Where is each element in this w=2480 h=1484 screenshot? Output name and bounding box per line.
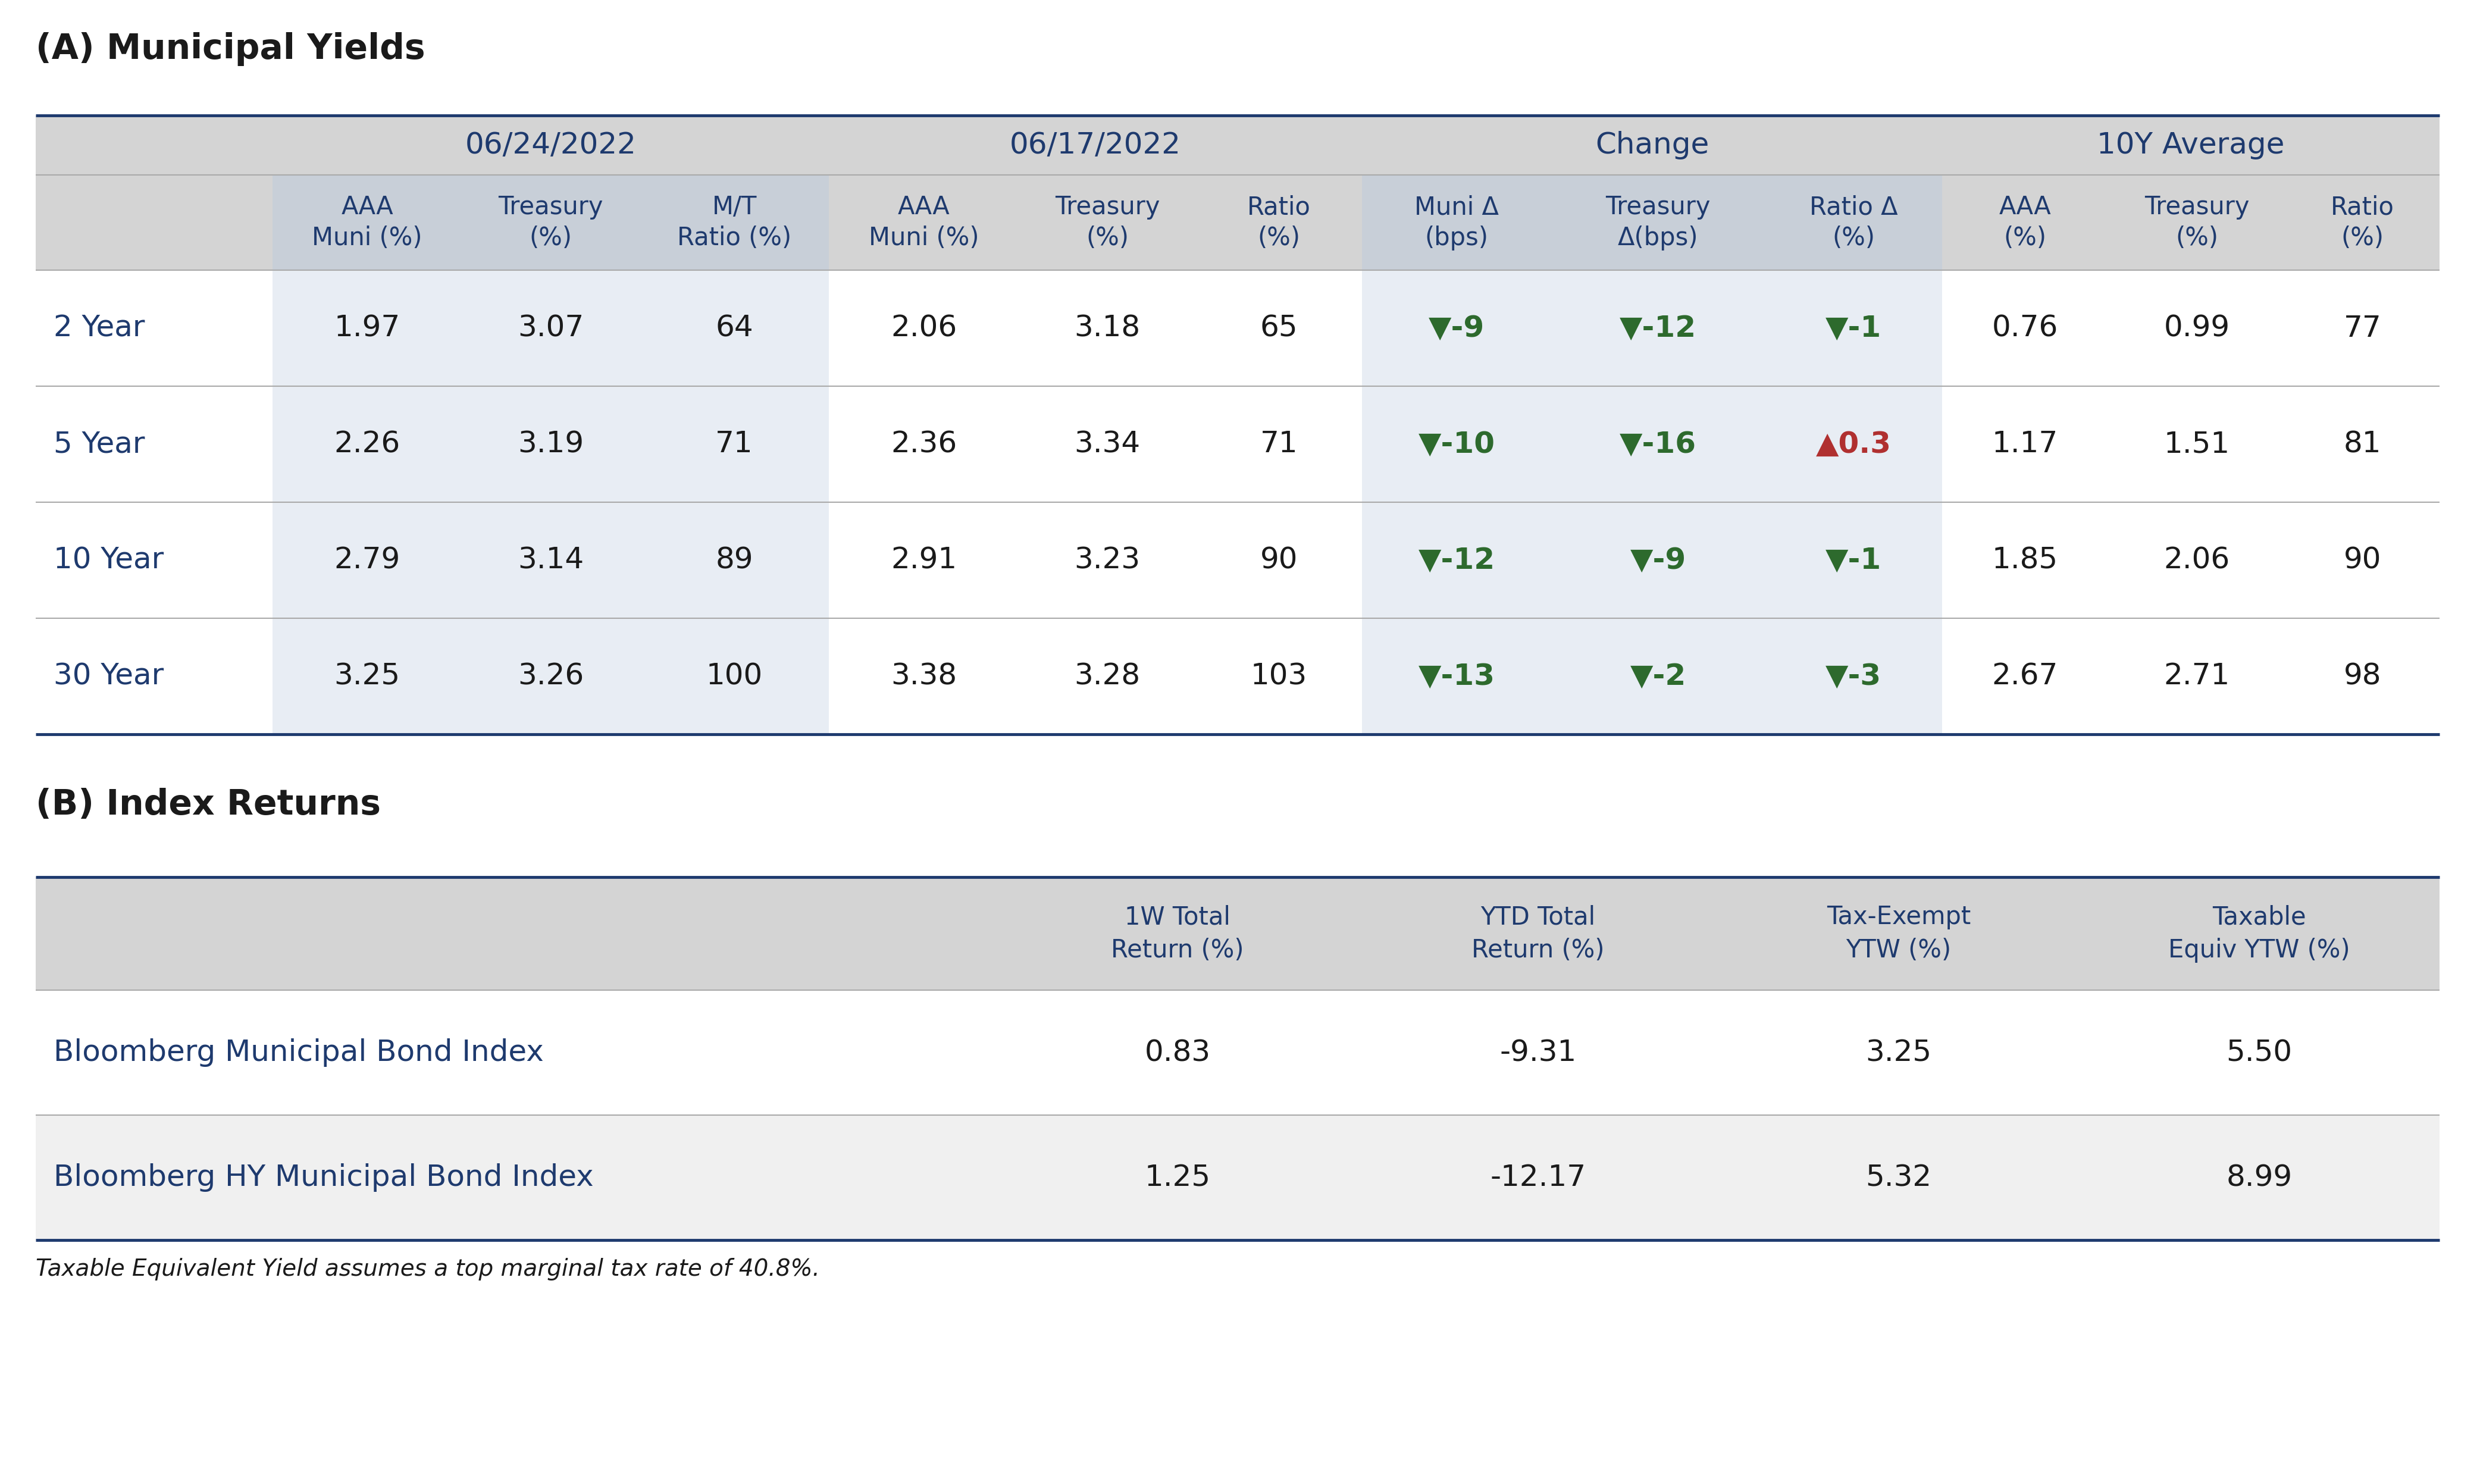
Text: 77: 77 — [2344, 315, 2381, 343]
Bar — [1362, 175, 1942, 270]
Text: 3.25: 3.25 — [335, 662, 399, 690]
Text: 3.14: 3.14 — [518, 546, 583, 574]
Text: M/T
Ratio (%): M/T Ratio (%) — [677, 194, 791, 251]
Text: ▲0.3: ▲0.3 — [1815, 430, 1892, 459]
Text: 100: 100 — [707, 662, 764, 690]
Text: ▼-16: ▼-16 — [1619, 430, 1696, 459]
Text: 3.19: 3.19 — [518, 430, 583, 459]
Text: 10 Year: 10 Year — [55, 546, 164, 574]
Text: 2.71: 2.71 — [2163, 662, 2230, 690]
Text: 3.07: 3.07 — [518, 315, 583, 343]
Text: 2.06: 2.06 — [2163, 546, 2230, 574]
Text: 0.76: 0.76 — [1991, 315, 2058, 343]
Text: 30 Year: 30 Year — [55, 662, 164, 690]
Text: 2.79: 2.79 — [335, 546, 399, 574]
Text: 2.06: 2.06 — [890, 315, 957, 343]
Text: Bloomberg Municipal Bond Index: Bloomberg Municipal Bond Index — [55, 1039, 543, 1067]
Bar — [273, 175, 828, 270]
Text: 5.32: 5.32 — [1865, 1163, 1932, 1192]
Text: 1W Total
Return (%): 1W Total Return (%) — [1111, 905, 1245, 963]
Text: 3.18: 3.18 — [1074, 315, 1141, 343]
Text: 90: 90 — [1260, 546, 1297, 574]
Text: ▼-12: ▼-12 — [1619, 315, 1696, 343]
Text: 1.17: 1.17 — [1991, 430, 2058, 459]
Text: 1.51: 1.51 — [2163, 430, 2230, 459]
Text: Taxable Equivalent Yield assumes a top marginal tax rate of 40.8%.: Taxable Equivalent Yield assumes a top m… — [35, 1258, 821, 1281]
Text: 71: 71 — [714, 430, 754, 459]
Bar — [273, 175, 828, 735]
Text: Ratio
(%): Ratio (%) — [1247, 194, 1312, 251]
Bar — [35, 116, 2440, 270]
Text: 89: 89 — [714, 546, 754, 574]
Text: 5 Year: 5 Year — [55, 430, 144, 459]
Text: 3.26: 3.26 — [518, 662, 583, 690]
Text: ▼-1: ▼-1 — [1825, 315, 1882, 343]
Text: ▼-3: ▼-3 — [1825, 662, 1882, 690]
Text: AAA
Muni (%): AAA Muni (%) — [868, 194, 980, 251]
Text: 0.83: 0.83 — [1143, 1039, 1210, 1067]
Text: Treasury
(%): Treasury (%) — [1054, 194, 1161, 251]
Text: Treasury
(%): Treasury (%) — [2145, 194, 2249, 251]
Text: 3.25: 3.25 — [1865, 1039, 1932, 1067]
Text: ▼-12: ▼-12 — [1419, 546, 1495, 574]
Text: 1.97: 1.97 — [335, 315, 399, 343]
Text: AAA
(%): AAA (%) — [1999, 194, 2051, 251]
Text: 2.26: 2.26 — [335, 430, 399, 459]
Bar — [35, 877, 2440, 990]
Text: ▼-9: ▼-9 — [1428, 315, 1486, 343]
Bar — [1362, 175, 1942, 735]
Text: (A) Municipal Yields: (A) Municipal Yields — [35, 33, 424, 67]
Text: 3.23: 3.23 — [1074, 546, 1141, 574]
Text: 3.34: 3.34 — [1074, 430, 1141, 459]
Text: 1.85: 1.85 — [1991, 546, 2058, 574]
Text: 10Y Average: 10Y Average — [2098, 131, 2284, 159]
Text: ▼-1: ▼-1 — [1825, 546, 1882, 574]
Text: ▼-2: ▼-2 — [1629, 662, 1686, 690]
Text: 90: 90 — [2344, 546, 2381, 574]
Text: 06/24/2022: 06/24/2022 — [466, 131, 637, 159]
Text: 06/17/2022: 06/17/2022 — [1009, 131, 1180, 159]
Text: 3.38: 3.38 — [890, 662, 957, 690]
Text: Muni Δ
(bps): Muni Δ (bps) — [1414, 194, 1498, 251]
Text: (B) Index Returns: (B) Index Returns — [35, 788, 382, 822]
Text: 98: 98 — [2344, 662, 2381, 690]
Bar — [35, 1114, 2440, 1241]
Text: Change: Change — [1595, 131, 1709, 159]
Text: 2.67: 2.67 — [1991, 662, 2058, 690]
Bar — [35, 990, 2440, 1114]
Text: 64: 64 — [714, 315, 754, 343]
Text: Taxable
Equiv YTW (%): Taxable Equiv YTW (%) — [2168, 905, 2351, 963]
Text: ▼-13: ▼-13 — [1419, 662, 1495, 690]
Text: 5.50: 5.50 — [2227, 1039, 2292, 1067]
Text: Tax-Exempt
YTW (%): Tax-Exempt YTW (%) — [1828, 905, 1972, 963]
Text: YTD Total
Return (%): YTD Total Return (%) — [1471, 905, 1605, 963]
Text: 8.99: 8.99 — [2227, 1163, 2292, 1192]
Text: -9.31: -9.31 — [1500, 1039, 1577, 1067]
Text: ▼-9: ▼-9 — [1629, 546, 1686, 574]
Text: -12.17: -12.17 — [1490, 1163, 1587, 1192]
Text: 2 Year: 2 Year — [55, 315, 144, 343]
Text: 81: 81 — [2344, 430, 2381, 459]
Text: Treasury
(%): Treasury (%) — [498, 194, 603, 251]
Text: 3.28: 3.28 — [1074, 662, 1141, 690]
Text: 2.91: 2.91 — [890, 546, 957, 574]
Text: AAA
Muni (%): AAA Muni (%) — [312, 194, 422, 251]
Text: 1.25: 1.25 — [1143, 1163, 1210, 1192]
Text: 103: 103 — [1250, 662, 1307, 690]
Text: ▼-10: ▼-10 — [1419, 430, 1495, 459]
Text: Bloomberg HY Municipal Bond Index: Bloomberg HY Municipal Bond Index — [55, 1163, 593, 1192]
Text: Ratio
(%): Ratio (%) — [2331, 194, 2393, 251]
Text: 2.36: 2.36 — [890, 430, 957, 459]
Text: 65: 65 — [1260, 315, 1297, 343]
Text: 0.99: 0.99 — [2163, 315, 2230, 343]
Text: 71: 71 — [1260, 430, 1297, 459]
Text: Ratio Δ
(%): Ratio Δ (%) — [1810, 194, 1897, 251]
Text: Treasury
Δ(bps): Treasury Δ(bps) — [1605, 194, 1711, 251]
